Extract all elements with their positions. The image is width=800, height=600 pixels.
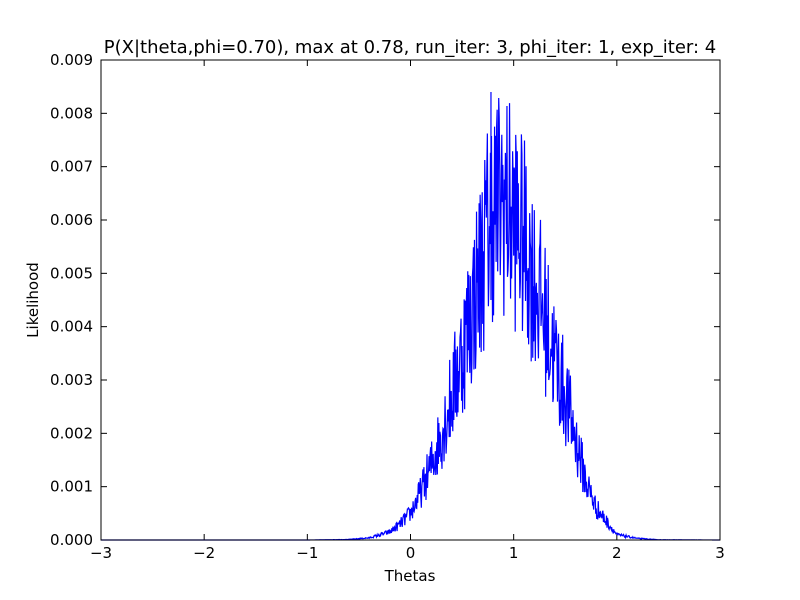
y-axis-label: Likelihood bbox=[24, 262, 42, 338]
y-tick-label: 0.007 bbox=[50, 158, 93, 176]
y-tick-label: 0.000 bbox=[50, 531, 93, 549]
x-tick-label: 0 bbox=[406, 544, 416, 562]
y-tick-label: 0.004 bbox=[50, 318, 93, 336]
y-tick-label: 0.001 bbox=[50, 478, 93, 496]
ticks-layer: −3 −2 −1 0 1 2 3 0.000 0.001 0.002 0.003 0.004 0.005… bbox=[50, 51, 725, 562]
x-tick-label: 2 bbox=[612, 544, 622, 562]
y-tick-label: 0.008 bbox=[50, 104, 93, 122]
y-tick-label: 0.003 bbox=[50, 371, 93, 389]
y-tick-label: 0.009 bbox=[50, 51, 93, 69]
x-tick-label: −1 bbox=[296, 544, 318, 562]
y-tick-label: 0.006 bbox=[50, 211, 93, 229]
y-tick-label: 0.005 bbox=[50, 264, 93, 282]
x-tick-label: −3 bbox=[90, 544, 112, 562]
x-tick-label: 1 bbox=[509, 544, 519, 562]
plot-frame bbox=[100, 59, 721, 541]
plot-background bbox=[101, 60, 720, 540]
x-axis-label: Thetas bbox=[384, 567, 436, 585]
y-tick-label: 0.002 bbox=[50, 424, 93, 442]
chart-title: P(X|theta,phi=0.70), max at 0.78, run_it… bbox=[104, 37, 717, 58]
x-tick-label: 3 bbox=[715, 544, 725, 562]
x-tick-label: −2 bbox=[193, 544, 215, 562]
